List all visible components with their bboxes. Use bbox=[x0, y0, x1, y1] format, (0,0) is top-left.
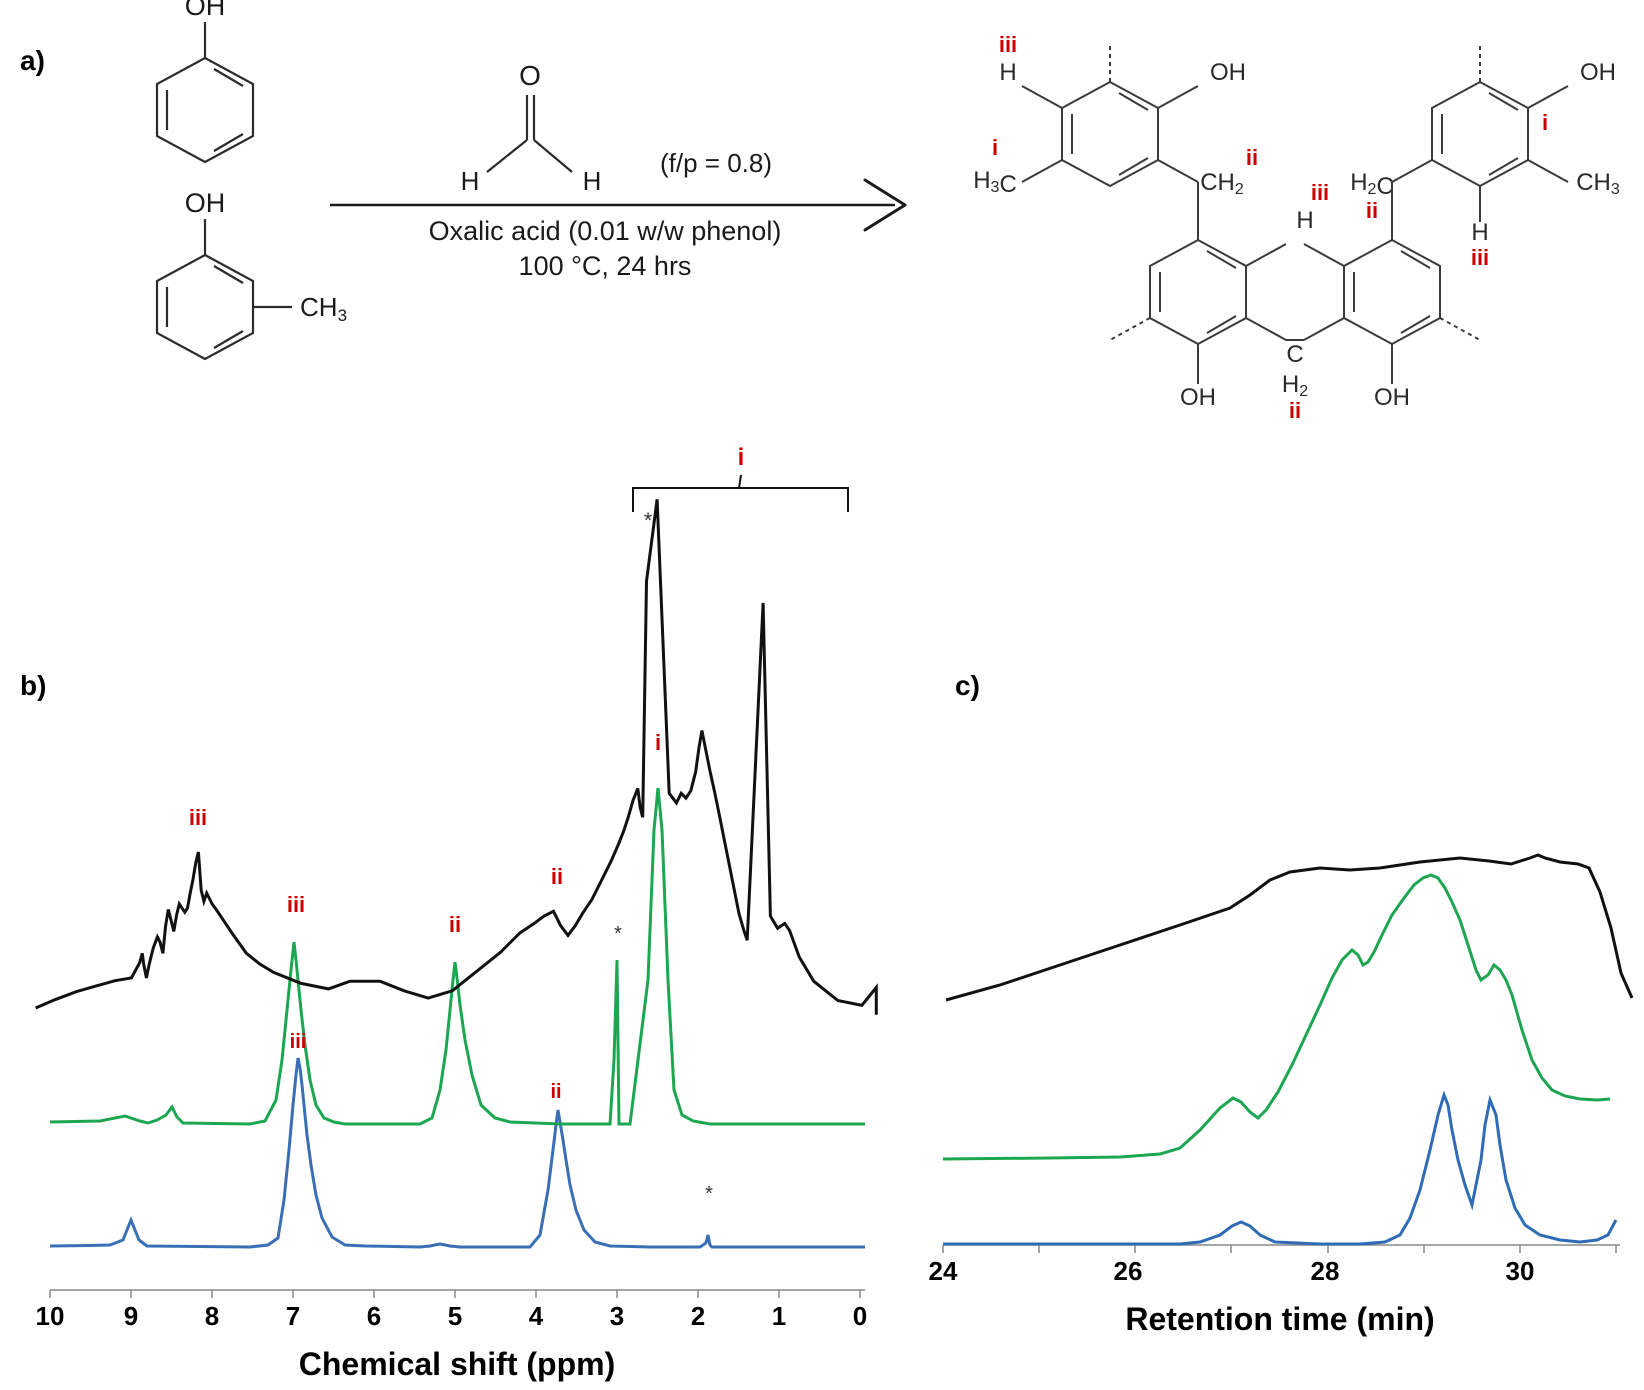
svg-text:i: i bbox=[655, 730, 661, 755]
svg-text:24: 24 bbox=[929, 1256, 958, 1286]
svg-text:OH: OH bbox=[1580, 59, 1616, 86]
svg-text:iii: iii bbox=[290, 1031, 307, 1053]
svg-text:H2: H2 bbox=[1282, 371, 1308, 400]
svg-text:ii: ii bbox=[1366, 198, 1378, 223]
svg-text:H: H bbox=[461, 166, 480, 196]
svg-text:2: 2 bbox=[691, 1301, 705, 1331]
svg-text:ii: ii bbox=[1289, 398, 1301, 423]
svg-text:*: * bbox=[614, 923, 622, 945]
svg-text:OH: OH bbox=[185, 188, 226, 218]
svg-text:H: H bbox=[583, 166, 602, 196]
svg-text:CH3: CH3 bbox=[300, 292, 347, 325]
svg-text:O: O bbox=[519, 60, 541, 91]
svg-text:ii: ii bbox=[550, 1081, 561, 1103]
svg-text:H: H bbox=[999, 59, 1016, 86]
svg-text:1: 1 bbox=[772, 1301, 786, 1331]
svg-text:H: H bbox=[1471, 219, 1488, 246]
svg-text:28: 28 bbox=[1311, 1256, 1340, 1286]
svg-text:iii: iii bbox=[1471, 245, 1489, 270]
svg-text:H: H bbox=[1296, 207, 1313, 234]
svg-text:8: 8 bbox=[205, 1301, 219, 1331]
svg-text:i: i bbox=[992, 135, 998, 160]
svg-text:10: 10 bbox=[36, 1301, 65, 1331]
svg-text:C: C bbox=[1286, 341, 1303, 368]
svg-text:Retention time (min): Retention time (min) bbox=[1125, 1301, 1434, 1337]
svg-text:CH2: CH2 bbox=[1200, 169, 1244, 198]
svg-text:26: 26 bbox=[1114, 1256, 1143, 1286]
svg-text:OH: OH bbox=[1210, 59, 1246, 86]
svg-text:CH3: CH3 bbox=[1576, 169, 1620, 198]
svg-text:Chemical shift (ppm): Chemical shift (ppm) bbox=[299, 1346, 615, 1382]
svg-text:iii: iii bbox=[999, 32, 1017, 57]
svg-text:6: 6 bbox=[367, 1301, 381, 1331]
svg-text:ii: ii bbox=[1246, 145, 1258, 170]
svg-text:0: 0 bbox=[853, 1301, 867, 1331]
svg-text:4: 4 bbox=[529, 1301, 544, 1331]
svg-text:OH: OH bbox=[1180, 384, 1216, 411]
svg-text:7: 7 bbox=[286, 1301, 300, 1331]
svg-text:Oxalic acid (0.01 w/w phenol): Oxalic acid (0.01 w/w phenol) bbox=[429, 216, 782, 246]
svg-text:H2C: H2C bbox=[1350, 169, 1394, 200]
svg-text:*: * bbox=[705, 1183, 713, 1205]
svg-text:3: 3 bbox=[610, 1301, 624, 1331]
svg-text:iii: iii bbox=[189, 805, 207, 830]
svg-text:i: i bbox=[1542, 110, 1548, 135]
svg-text:100 °C, 24 hrs: 100 °C, 24 hrs bbox=[519, 251, 692, 281]
svg-text:H3C: H3C bbox=[973, 167, 1017, 198]
svg-text:5: 5 bbox=[448, 1301, 462, 1331]
svg-text:iii: iii bbox=[287, 892, 305, 917]
svg-text:ii: ii bbox=[551, 864, 563, 889]
svg-text:30: 30 bbox=[1506, 1256, 1535, 1286]
svg-text:(f/p = 0.8): (f/p = 0.8) bbox=[660, 148, 772, 178]
svg-text:OH: OH bbox=[185, 0, 226, 21]
svg-text:iii: iii bbox=[1311, 180, 1329, 205]
svg-text:ii: ii bbox=[449, 912, 461, 937]
svg-text:*: * bbox=[644, 508, 653, 533]
svg-text:9: 9 bbox=[124, 1301, 138, 1331]
svg-text:OH: OH bbox=[1374, 384, 1410, 411]
